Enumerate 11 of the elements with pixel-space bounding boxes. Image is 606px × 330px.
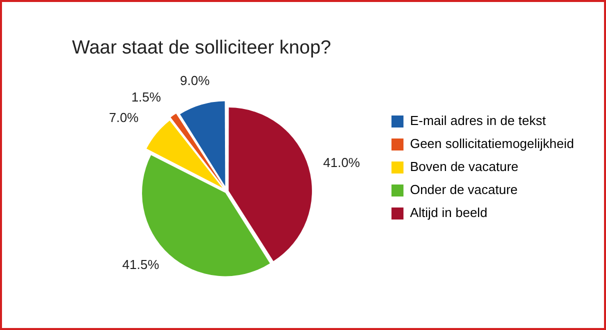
legend-label: Onder de vacature xyxy=(410,182,518,198)
legend-label: Altijd in beeld xyxy=(410,205,488,220)
chart-title: Waar staat de solliciteer knop? xyxy=(72,38,332,59)
legend-label: Boven de vacature xyxy=(410,159,518,174)
data-label: 41.5% xyxy=(122,257,160,272)
data-label: 9.0% xyxy=(180,73,210,88)
data-label: 41.0% xyxy=(323,154,360,170)
data-label: 7.0% xyxy=(108,110,140,126)
legend-label: E-mail adres in de tekst xyxy=(410,113,546,128)
data-label: 1.5% xyxy=(131,89,162,104)
legend-label: Geen sollicitatiemogelijkheid xyxy=(410,136,574,152)
